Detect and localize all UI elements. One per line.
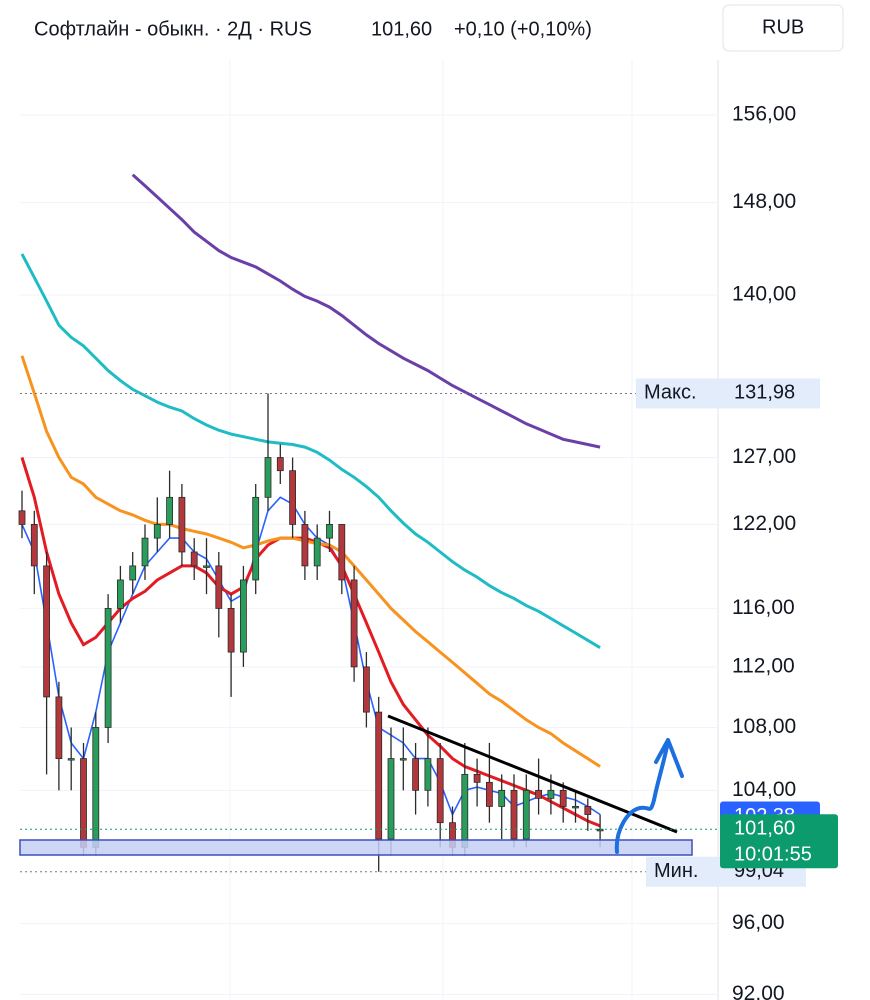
y-tick-label: 92,00	[732, 982, 785, 1000]
candle-body	[387, 758, 395, 840]
candle-body	[522, 789, 530, 840]
last-price: 101,60	[371, 18, 432, 40]
candle-body	[350, 579, 358, 668]
price-label-bg	[720, 814, 838, 869]
candle-body	[424, 758, 432, 791]
price-label: 101,60	[734, 818, 795, 840]
candle-body	[55, 696, 63, 760]
candle-body	[362, 666, 370, 713]
y-tick-label: 148,00	[732, 190, 796, 213]
candle-body	[203, 565, 210, 568]
candle-body	[399, 758, 407, 761]
candle-body	[178, 496, 186, 553]
candle-body	[535, 789, 542, 799]
candle-body	[215, 565, 223, 609]
candle-body	[584, 806, 592, 815]
candle-body	[559, 789, 567, 807]
candle-body	[18, 510, 26, 525]
candle-body	[43, 565, 50, 698]
candle-body	[289, 470, 297, 525]
level-value: 131,98	[734, 382, 795, 404]
level-label-bg	[636, 378, 820, 409]
moving-average	[131, 173, 601, 449]
candle-body	[473, 773, 481, 783]
candle-body	[227, 608, 235, 653]
support-zone	[19, 839, 693, 856]
candle-body	[239, 579, 247, 653]
currency[interactable]: RUB	[762, 16, 804, 38]
countdown: 10:01:55	[734, 844, 812, 866]
y-tick-label: 140,00	[732, 283, 796, 306]
moving-average	[20, 253, 601, 649]
y-tick-label: 156,00	[732, 102, 796, 125]
trend-line	[387, 714, 678, 834]
candle-body	[436, 758, 444, 824]
y-tick-label: 108,00	[732, 715, 796, 738]
candle-body	[117, 579, 124, 609]
y-tick-label: 122,00	[732, 512, 796, 535]
candle-body	[412, 758, 420, 791]
level-name: Макс.	[644, 382, 697, 404]
candle-body	[30, 524, 38, 567]
candle-body	[190, 551, 198, 567]
candle-body	[461, 773, 469, 848]
candle-body	[485, 781, 493, 807]
candle-body	[375, 711, 383, 840]
moving-average	[20, 457, 601, 828]
candle-body	[510, 789, 518, 840]
candle-body	[153, 524, 161, 539]
candle-body	[326, 524, 333, 539]
y-tick-label: 104,00	[732, 778, 796, 801]
currency-button[interactable]	[722, 4, 844, 52]
candle-body	[498, 789, 506, 807]
y-tick-label: 96,00	[732, 911, 785, 934]
candle-body	[264, 457, 272, 498]
candle-body	[141, 537, 149, 567]
candle-body	[572, 806, 579, 809]
candle-body	[276, 457, 284, 472]
forecast-arrow	[614, 738, 684, 854]
candle-body	[313, 537, 321, 567]
moving-average	[20, 355, 601, 768]
level-name: Мин.	[654, 860, 698, 882]
candle-body	[104, 608, 112, 728]
symbol-title: Софтлайн - обыкн. · 2Д · RUS	[34, 18, 312, 40]
y-tick-label: 112,00	[732, 654, 795, 677]
price-change: +0,10 (+0,10%)	[454, 18, 592, 40]
candle-body	[67, 758, 75, 761]
candle-body	[166, 496, 174, 525]
candle-body	[547, 789, 555, 799]
y-tick-label: 127,00	[732, 445, 796, 468]
candle-body	[301, 524, 309, 567]
candle-body	[252, 496, 260, 581]
y-tick-label: 116,00	[732, 596, 795, 619]
candle-body	[338, 524, 346, 581]
candle-body	[129, 565, 137, 581]
candle-body	[80, 758, 87, 848]
